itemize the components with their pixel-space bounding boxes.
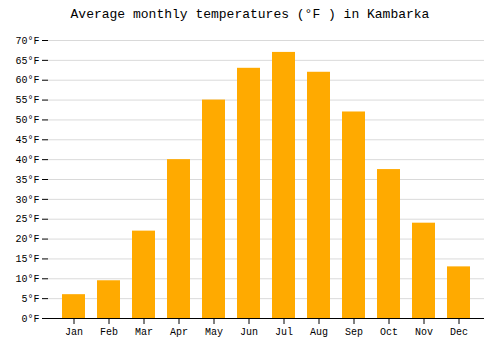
svg-text:20°F: 20°F <box>15 234 39 245</box>
svg-text:65°F: 65°F <box>15 56 39 67</box>
svg-text:70°F: 70°F <box>15 36 39 47</box>
svg-text:45°F: 45°F <box>15 135 39 146</box>
svg-text:Jan: Jan <box>65 327 83 338</box>
svg-text:55°F: 55°F <box>15 95 39 106</box>
svg-text:Mar: Mar <box>135 327 153 338</box>
svg-text:30°F: 30°F <box>15 195 39 206</box>
svg-text:5°F: 5°F <box>21 294 39 305</box>
svg-text:Aug: Aug <box>310 327 328 338</box>
svg-text:Feb: Feb <box>100 327 118 338</box>
svg-text:Sep: Sep <box>345 327 363 338</box>
svg-text:35°F: 35°F <box>15 175 39 186</box>
svg-text:25°F: 25°F <box>15 214 39 225</box>
svg-text:15°F: 15°F <box>15 254 39 265</box>
html-text:Average monthly temperatures (: Average monthly temperatures (°F ) in Ka… <box>70 7 430 22</box>
svg-text:Nov: Nov <box>415 327 433 338</box>
svg-text:Jun: Jun <box>240 327 258 338</box>
svg-text:0°F: 0°F <box>21 314 39 325</box>
svg-text:Jul: Jul <box>275 327 293 338</box>
svg-text:50°F: 50°F <box>15 115 39 126</box>
svg-text:60°F: 60°F <box>15 75 39 86</box>
svg-text:May: May <box>205 327 223 338</box>
svg-text:10°F: 10°F <box>15 274 39 285</box>
svg-text:Oct: Oct <box>380 327 398 338</box>
svg-text:Dec: Dec <box>450 327 468 338</box>
svg-text:Apr: Apr <box>170 327 188 338</box>
svg-text:40°F: 40°F <box>15 155 39 166</box>
